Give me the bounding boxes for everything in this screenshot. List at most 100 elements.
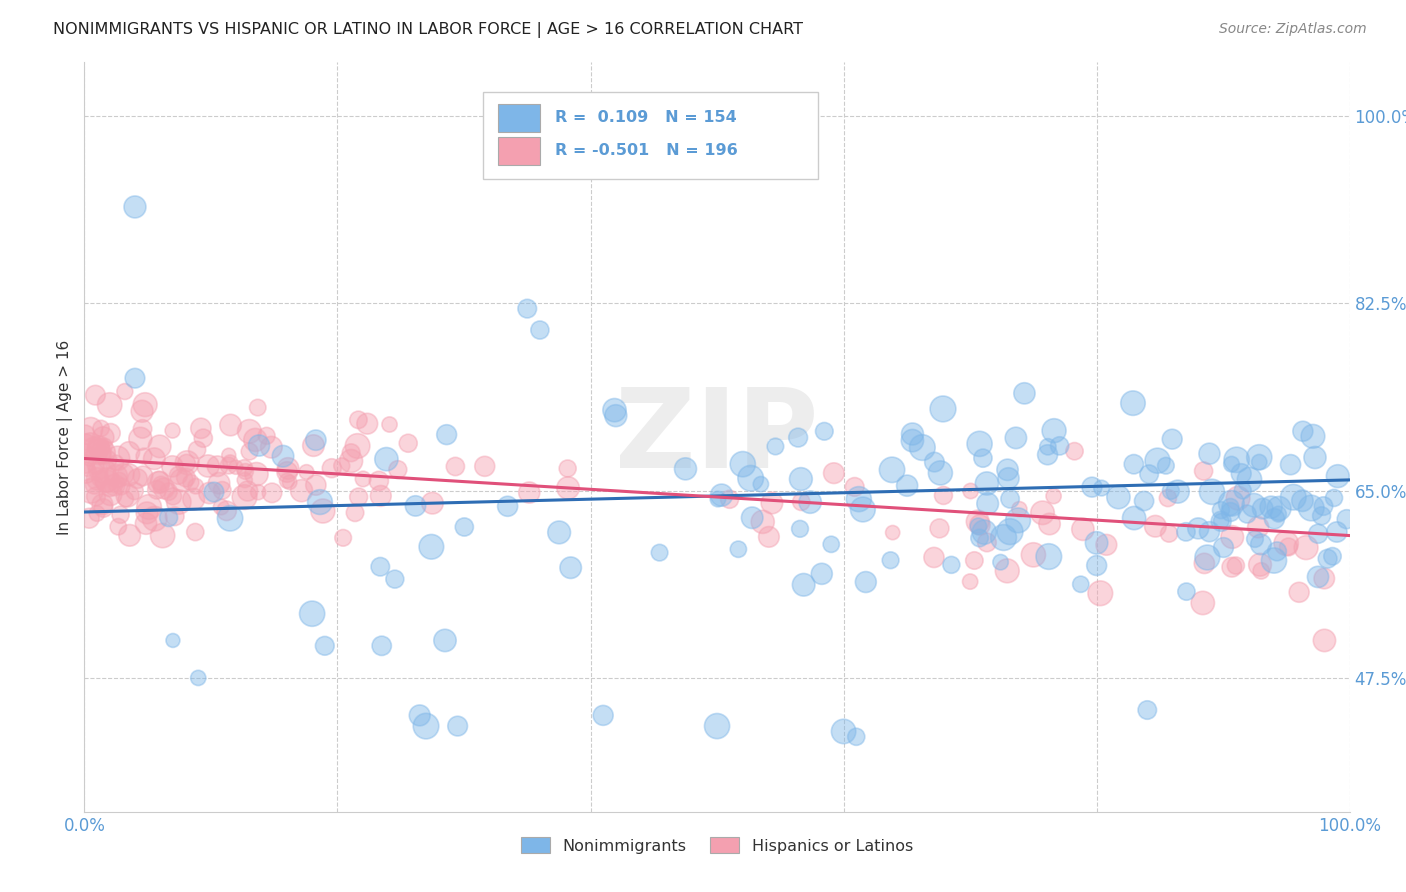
Point: [114, 384, 136, 399]
Point: [277, 461, 299, 475]
Point: [1212, 541, 1234, 555]
Point: [127, 472, 149, 486]
Point: [710, 488, 733, 502]
Point: [976, 497, 998, 511]
Point: [186, 442, 208, 457]
Point: [256, 429, 278, 443]
Point: [79, 422, 101, 436]
Point: [529, 323, 551, 337]
Point: [1310, 508, 1333, 523]
Text: ZIP: ZIP: [616, 384, 818, 491]
Point: [1323, 491, 1346, 505]
Point: [1232, 483, 1254, 498]
Point: [1095, 538, 1118, 552]
Point: [87, 445, 110, 459]
Point: [941, 558, 963, 572]
Point: [371, 639, 394, 653]
Point: [1201, 484, 1223, 499]
Point: [93, 500, 115, 515]
Point: [1154, 458, 1177, 473]
Point: [1249, 558, 1271, 572]
Point: [603, 403, 626, 417]
Point: [211, 483, 233, 498]
Point: [340, 454, 363, 468]
Point: [73, 457, 96, 471]
Point: [235, 465, 257, 479]
Point: [959, 483, 981, 498]
Point: [246, 401, 269, 415]
Point: [103, 478, 125, 492]
Point: [1295, 541, 1317, 555]
Point: [1227, 491, 1250, 505]
Point: [396, 436, 419, 450]
Point: [1236, 507, 1258, 521]
Point: [134, 398, 156, 412]
Y-axis label: In Labor Force | Age > 16: In Labor Force | Age > 16: [58, 340, 73, 534]
Point: [215, 504, 238, 518]
Point: [143, 511, 166, 525]
Point: [1288, 585, 1310, 599]
Point: [330, 458, 353, 473]
Point: [157, 484, 180, 499]
Point: [73, 445, 96, 459]
Point: [80, 483, 103, 498]
Point: [761, 496, 783, 510]
Point: [75, 435, 97, 450]
Point: [592, 708, 614, 723]
Point: [86, 507, 108, 521]
Point: [990, 555, 1012, 569]
Point: [799, 495, 821, 509]
Point: [131, 422, 153, 436]
Point: [1014, 386, 1036, 401]
Point: [1005, 431, 1028, 445]
Point: [91, 430, 114, 444]
Point: [1230, 467, 1253, 481]
Point: [79, 451, 101, 466]
Point: [963, 553, 986, 567]
Point: [295, 465, 318, 479]
Point: [605, 409, 627, 423]
Point: [387, 462, 409, 476]
Point: [219, 511, 242, 525]
Point: [496, 500, 519, 514]
Text: Source: ZipAtlas.com: Source: ZipAtlas.com: [1219, 22, 1367, 37]
Point: [1220, 496, 1243, 510]
Point: [1008, 502, 1031, 516]
Point: [880, 463, 903, 477]
Point: [1249, 450, 1271, 465]
Point: [340, 446, 363, 460]
Point: [157, 510, 180, 524]
Point: [1107, 490, 1129, 504]
Point: [855, 575, 877, 590]
Point: [233, 461, 256, 475]
Point: [415, 719, 437, 733]
Point: [1070, 577, 1092, 591]
Point: [105, 468, 128, 483]
Point: [236, 483, 259, 498]
Point: [124, 200, 146, 214]
Point: [969, 531, 991, 545]
Point: [114, 492, 136, 507]
Point: [183, 492, 205, 507]
Point: [560, 560, 582, 574]
Point: [84, 458, 107, 473]
Point: [1267, 507, 1289, 521]
Point: [356, 417, 378, 431]
Point: [1063, 444, 1085, 458]
Point: [1306, 570, 1329, 584]
Point: [321, 461, 343, 475]
Point: [162, 633, 184, 648]
Point: [107, 519, 129, 533]
Text: R = -0.501   N = 196: R = -0.501 N = 196: [555, 144, 738, 159]
Point: [852, 502, 875, 516]
Point: [1220, 530, 1243, 544]
Point: [1209, 503, 1232, 517]
Point: [1219, 500, 1241, 514]
Point: [117, 489, 139, 503]
Point: [1243, 498, 1265, 512]
Point: [1144, 519, 1167, 533]
Point: [405, 499, 427, 513]
Point: [1022, 548, 1045, 562]
Point: [706, 719, 728, 733]
Point: [347, 413, 370, 427]
